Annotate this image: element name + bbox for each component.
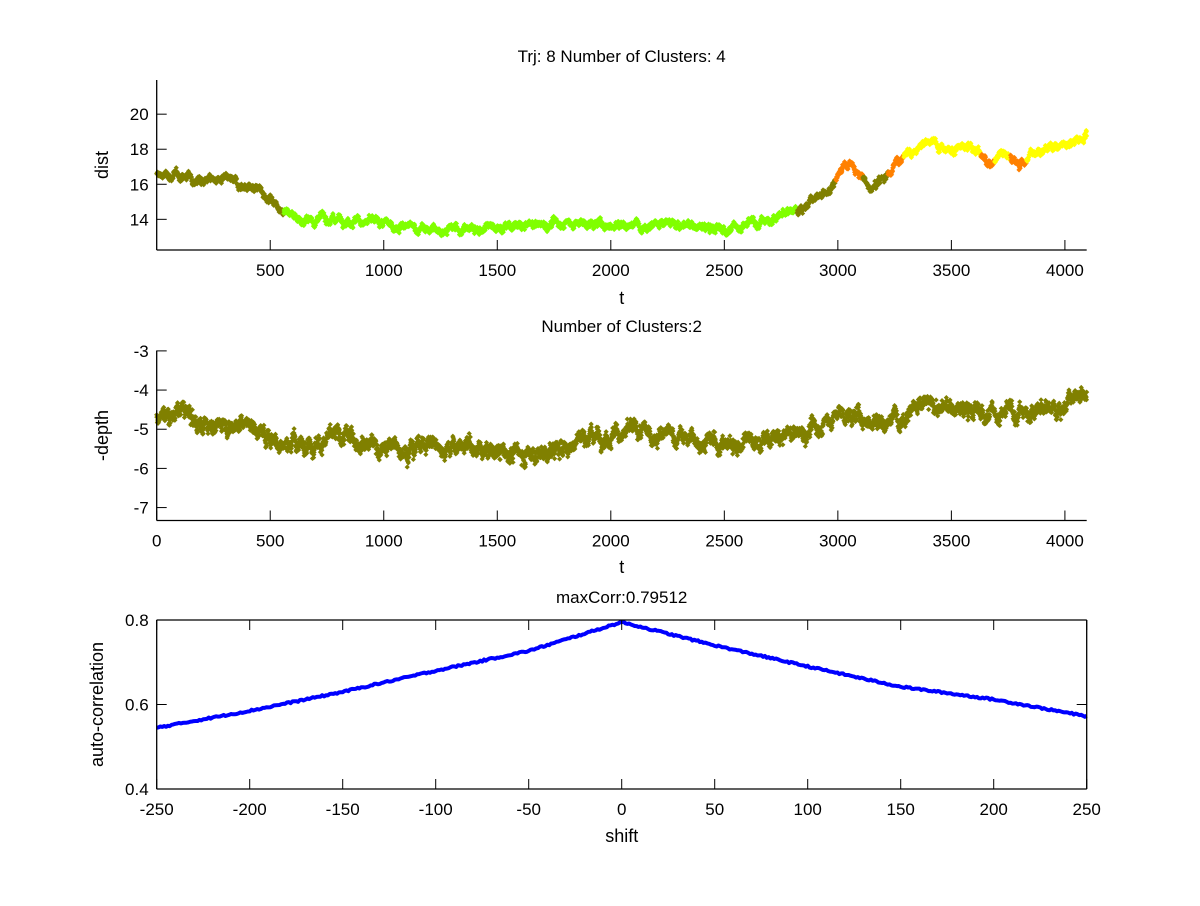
x-tick-label: 1000: [365, 261, 403, 280]
x-axis-label: t: [619, 288, 624, 308]
x-tick-label: 4000: [1046, 261, 1084, 280]
data-point: [291, 426, 296, 431]
x-tick-label: 2000: [592, 261, 630, 280]
y-tick-label: 20: [130, 105, 149, 124]
x-tick-label: 1500: [478, 261, 516, 280]
y-axis-label: dist: [92, 151, 112, 179]
chart-title: Trj: 8 Number of Clusters: 4: [518, 47, 726, 66]
data-series: [154, 385, 1089, 470]
x-tick-label: 2500: [705, 261, 743, 280]
y-tick-label: 14: [130, 210, 149, 229]
x-tick-label: 500: [256, 261, 284, 280]
y-tick-label: 16: [130, 175, 149, 194]
y-tick-label: 18: [130, 140, 149, 159]
subplot-1: 500 1000 1500 2000 2500 3000 3500 4000 14 16 18 20 T…: [92, 47, 1089, 308]
x-tick-label: 3500: [932, 261, 970, 280]
x-tick-label: 3000: [819, 261, 857, 280]
data-series: [154, 128, 1089, 239]
